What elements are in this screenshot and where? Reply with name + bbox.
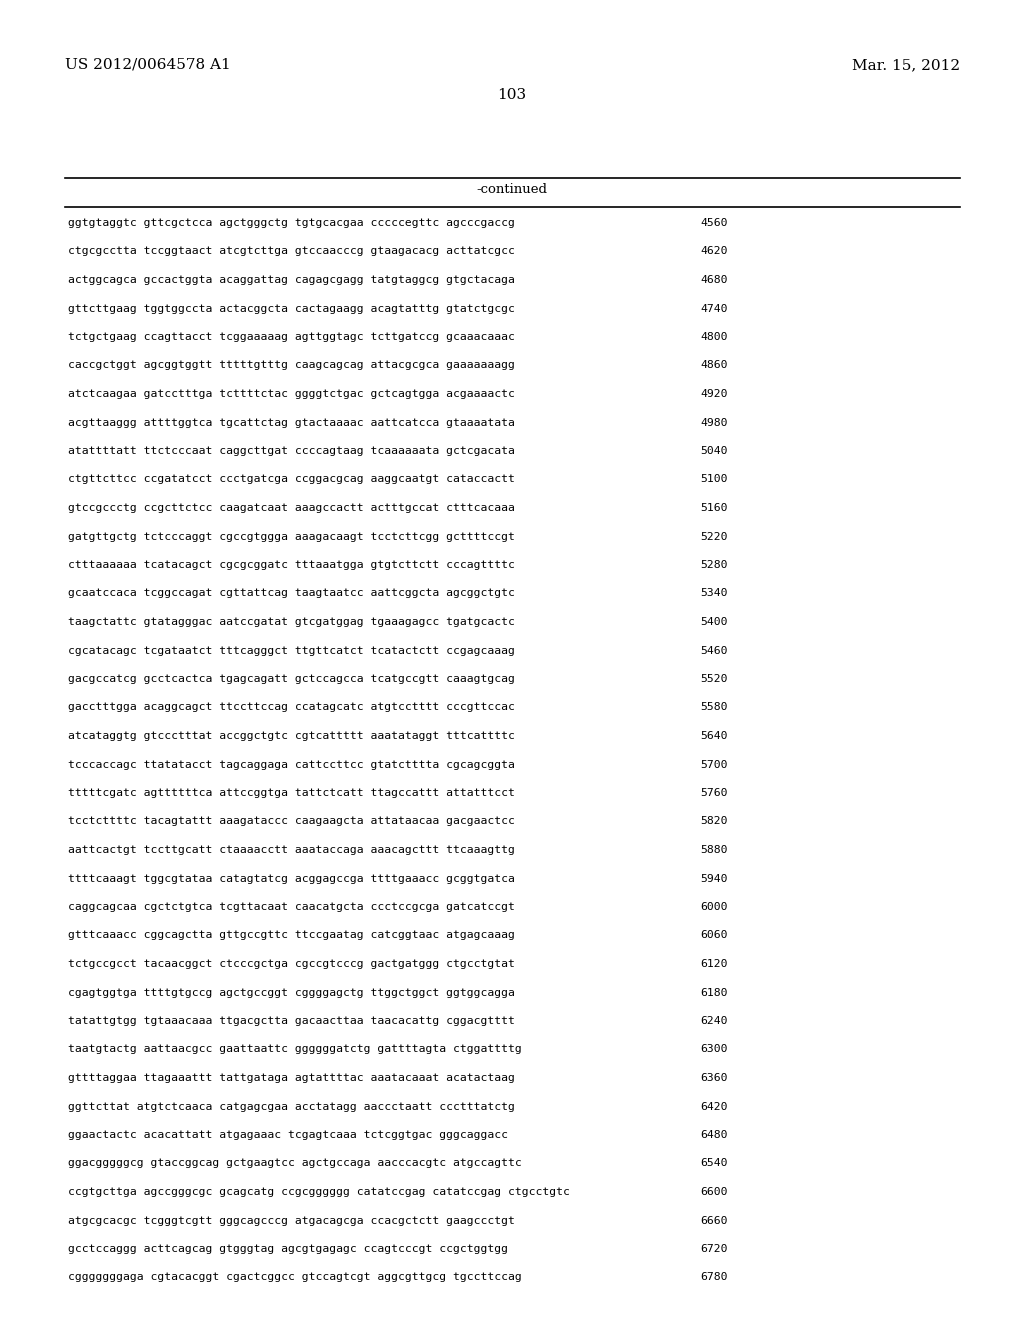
Text: ccgtgcttga agccgggcgc gcagcatg ccgcgggggg catatccgag catatccgag ctgcctgtc: ccgtgcttga agccgggcgc gcagcatg ccgcggggg… xyxy=(68,1187,570,1197)
Text: 6060: 6060 xyxy=(700,931,727,940)
Text: 6660: 6660 xyxy=(700,1216,727,1225)
Text: 6120: 6120 xyxy=(700,960,727,969)
Text: 5160: 5160 xyxy=(700,503,727,513)
Text: 6240: 6240 xyxy=(700,1016,727,1026)
Text: 6180: 6180 xyxy=(700,987,727,998)
Text: tcccaccagc ttatatacct tagcaggaga cattccttcc gtatctttta cgcagcggta: tcccaccagc ttatatacct tagcaggaga cattcct… xyxy=(68,759,515,770)
Text: 4860: 4860 xyxy=(700,360,727,371)
Text: atattttatt ttctcccaat caggcttgat ccccagtaag tcaaaaaata gctcgacata: atattttatt ttctcccaat caggcttgat ccccagt… xyxy=(68,446,515,455)
Text: acgttaaggg attttggtca tgcattctag gtactaaaac aattcatcca gtaaaatata: acgttaaggg attttggtca tgcattctag gtactaa… xyxy=(68,417,515,428)
Text: US 2012/0064578 A1: US 2012/0064578 A1 xyxy=(65,58,230,73)
Text: gacctttgga acaggcagct ttccttccag ccatagcatc atgtcctttt cccgttccac: gacctttgga acaggcagct ttccttccag ccatagc… xyxy=(68,702,515,713)
Text: aattcactgt tccttgcatt ctaaaacctt aaataccaga aaacagcttt ttcaaagttg: aattcactgt tccttgcatt ctaaaacctt aaatacc… xyxy=(68,845,515,855)
Text: 6480: 6480 xyxy=(700,1130,727,1140)
Text: Mar. 15, 2012: Mar. 15, 2012 xyxy=(852,58,961,73)
Text: 6720: 6720 xyxy=(700,1243,727,1254)
Text: tttttcgatc agttttttca attccggtga tattctcatt ttagccattt attatttcct: tttttcgatc agttttttca attccggtga tattctc… xyxy=(68,788,515,799)
Text: 6420: 6420 xyxy=(700,1101,727,1111)
Text: atctcaagaa gatcctttga tcttttctac ggggtctgac gctcagtgga acgaaaactc: atctcaagaa gatcctttga tcttttctac ggggtct… xyxy=(68,389,515,399)
Text: tcctcttttc tacagtattt aaagataccc caagaagcta attataacaa gacgaactcc: tcctcttttc tacagtattt aaagataccc caagaag… xyxy=(68,817,515,826)
Text: taatgtactg aattaacgcc gaattaattc ggggggatctg gattttagta ctggattttg: taatgtactg aattaacgcc gaattaattc gggggga… xyxy=(68,1044,522,1055)
Text: ggaactactc acacattatt atgagaaac tcgagtcaaa tctcggtgac gggcaggacc: ggaactactc acacattatt atgagaaac tcgagtca… xyxy=(68,1130,508,1140)
Text: actggcagca gccactggta acaggattag cagagcgagg tatgtaggcg gtgctacaga: actggcagca gccactggta acaggattag cagagcg… xyxy=(68,275,515,285)
Text: 5700: 5700 xyxy=(700,759,727,770)
Text: 5880: 5880 xyxy=(700,845,727,855)
Text: gttttaggaa ttagaaattt tattgataga agtattttac aaatacaaat acatactaag: gttttaggaa ttagaaattt tattgataga agtattt… xyxy=(68,1073,515,1082)
Text: ggacgggggcg gtaccggcag gctgaagtcc agctgccaga aacccacgtc atgccagttc: ggacgggggcg gtaccggcag gctgaagtcc agctgc… xyxy=(68,1159,522,1168)
Text: ctttaaaaaa tcatacagct cgcgcggatc tttaaatgga gtgtcttctt cccagttttc: ctttaaaaaa tcatacagct cgcgcggatc tttaaat… xyxy=(68,560,515,570)
Text: 6540: 6540 xyxy=(700,1159,727,1168)
Text: 5940: 5940 xyxy=(700,874,727,883)
Text: cgcatacagc tcgataatct tttcagggct ttgttcatct tcatactctt ccgagcaaag: cgcatacagc tcgataatct tttcagggct ttgttca… xyxy=(68,645,515,656)
Text: 6000: 6000 xyxy=(700,902,727,912)
Text: 4740: 4740 xyxy=(700,304,727,314)
Text: 5280: 5280 xyxy=(700,560,727,570)
Text: 5400: 5400 xyxy=(700,616,727,627)
Text: 4800: 4800 xyxy=(700,333,727,342)
Text: gtccgccctg ccgcttctcc caagatcaat aaagccactt actttgccat ctttcacaaa: gtccgccctg ccgcttctcc caagatcaat aaagcca… xyxy=(68,503,515,513)
Text: 4560: 4560 xyxy=(700,218,727,228)
Text: 5640: 5640 xyxy=(700,731,727,741)
Text: 6300: 6300 xyxy=(700,1044,727,1055)
Text: caggcagcaa cgctctgtca tcgttacaat caacatgcta ccctccgcga gatcatccgt: caggcagcaa cgctctgtca tcgttacaat caacatg… xyxy=(68,902,515,912)
Text: 4620: 4620 xyxy=(700,247,727,256)
Text: 5760: 5760 xyxy=(700,788,727,799)
Text: 6600: 6600 xyxy=(700,1187,727,1197)
Text: cgagtggtga ttttgtgccg agctgccggt cggggagctg ttggctggct ggtggcagga: cgagtggtga ttttgtgccg agctgccggt cggggag… xyxy=(68,987,515,998)
Text: tatattgtgg tgtaaacaaa ttgacgctta gacaacttaa taacacattg cggacgtttt: tatattgtgg tgtaaacaaa ttgacgctta gacaact… xyxy=(68,1016,515,1026)
Text: ggttcttat atgtctcaaca catgagcgaa acctatagg aaccctaatt ccctttatctg: ggttcttat atgtctcaaca catgagcgaa acctata… xyxy=(68,1101,515,1111)
Text: atcataggtg gtccctttat accggctgtc cgtcattttt aaatataggt tttcattttc: atcataggtg gtccctttat accggctgtc cgtcatt… xyxy=(68,731,515,741)
Text: 103: 103 xyxy=(498,88,526,102)
Text: gacgccatcg gcctcactca tgagcagatt gctccagcca tcatgccgtt caaagtgcag: gacgccatcg gcctcactca tgagcagatt gctccag… xyxy=(68,675,515,684)
Text: atgcgcacgc tcgggtcgtt gggcagcccg atgacagcga ccacgctctt gaagccctgt: atgcgcacgc tcgggtcgtt gggcagcccg atgacag… xyxy=(68,1216,515,1225)
Text: 5820: 5820 xyxy=(700,817,727,826)
Text: cgggggggaga cgtacacggt cgactcggcc gtccagtcgt aggcgttgcg tgccttccag: cgggggggaga cgtacacggt cgactcggcc gtccag… xyxy=(68,1272,522,1283)
Text: 5520: 5520 xyxy=(700,675,727,684)
Text: gcctccaggg acttcagcag gtgggtag agcgtgagagc ccagtcccgt ccgctggtgg: gcctccaggg acttcagcag gtgggtag agcgtgaga… xyxy=(68,1243,508,1254)
Text: 5100: 5100 xyxy=(700,474,727,484)
Text: 4980: 4980 xyxy=(700,417,727,428)
Text: -continued: -continued xyxy=(476,183,548,195)
Text: 5580: 5580 xyxy=(700,702,727,713)
Text: 6780: 6780 xyxy=(700,1272,727,1283)
Text: ctgcgcctta tccggtaact atcgtcttga gtccaacccg gtaagacacg acttatcgcc: ctgcgcctta tccggtaact atcgtcttga gtccaac… xyxy=(68,247,515,256)
Text: gatgttgctg tctcccaggt cgccgtggga aaagacaagt tcctcttcgg gcttttccgt: gatgttgctg tctcccaggt cgccgtggga aaagaca… xyxy=(68,532,515,541)
Text: ctgttcttcc ccgatatcct ccctgatcga ccggacgcag aaggcaatgt cataccactt: ctgttcttcc ccgatatcct ccctgatcga ccggacg… xyxy=(68,474,515,484)
Text: 4680: 4680 xyxy=(700,275,727,285)
Text: ggtgtaggtc gttcgctcca agctgggctg tgtgcacgaa cccccegttc agcccgaccg: ggtgtaggtc gttcgctcca agctgggctg tgtgcac… xyxy=(68,218,515,228)
Text: taagctattc gtatagggac aatccgatat gtcgatggag tgaaagagcc tgatgcactc: taagctattc gtatagggac aatccgatat gtcgatg… xyxy=(68,616,515,627)
Text: tctgccgcct tacaacggct ctcccgctga cgccgtcccg gactgatggg ctgcctgtat: tctgccgcct tacaacggct ctcccgctga cgccgtc… xyxy=(68,960,515,969)
Text: 5460: 5460 xyxy=(700,645,727,656)
Text: 5040: 5040 xyxy=(700,446,727,455)
Text: 4920: 4920 xyxy=(700,389,727,399)
Text: gcaatccaca tcggccagat cgttattcag taagtaatcc aattcggcta agcggctgtc: gcaatccaca tcggccagat cgttattcag taagtaa… xyxy=(68,589,515,598)
Text: tctgctgaag ccagttacct tcggaaaaag agttggtagc tcttgatccg gcaaacaaac: tctgctgaag ccagttacct tcggaaaaag agttggt… xyxy=(68,333,515,342)
Text: caccgctggt agcggtggtt tttttgtttg caagcagcag attacgcgca gaaaaaaagg: caccgctggt agcggtggtt tttttgtttg caagcag… xyxy=(68,360,515,371)
Text: 5220: 5220 xyxy=(700,532,727,541)
Text: 5340: 5340 xyxy=(700,589,727,598)
Text: gtttcaaacc cggcagctta gttgccgttc ttccgaatag catcggtaac atgagcaaag: gtttcaaacc cggcagctta gttgccgttc ttccgaa… xyxy=(68,931,515,940)
Text: 6360: 6360 xyxy=(700,1073,727,1082)
Text: gttcttgaag tggtggccta actacggcta cactagaagg acagtatttg gtatctgcgc: gttcttgaag tggtggccta actacggcta cactaga… xyxy=(68,304,515,314)
Text: ttttcaaagt tggcgtataa catagtatcg acggagccga ttttgaaacc gcggtgatca: ttttcaaagt tggcgtataa catagtatcg acggagc… xyxy=(68,874,515,883)
